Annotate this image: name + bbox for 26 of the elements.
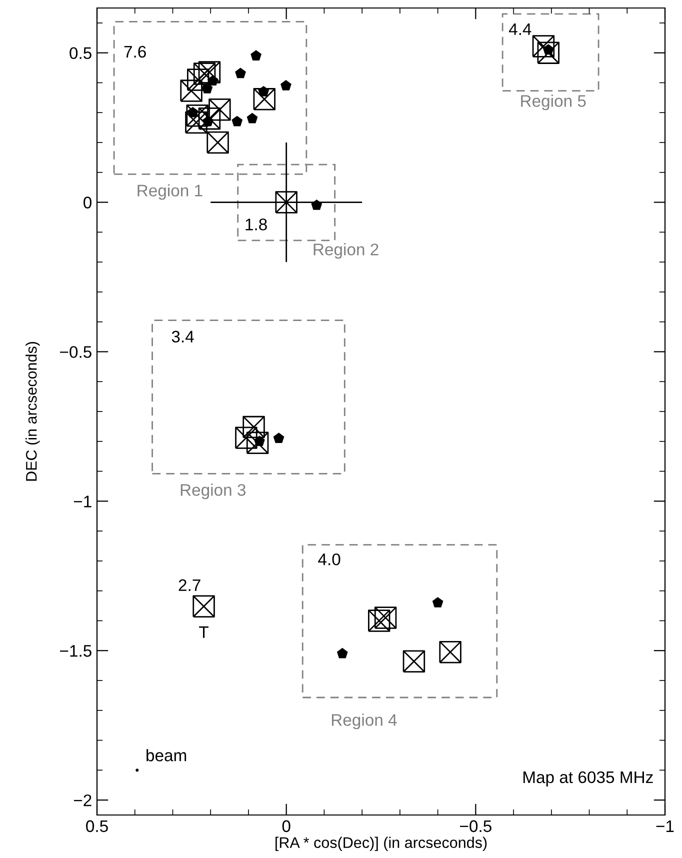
series-label: T xyxy=(199,626,208,638)
annotation: 7.6 xyxy=(124,46,146,58)
annotation: Region 2 xyxy=(314,243,378,259)
annotation: Region 1 xyxy=(138,184,202,200)
y-tick-label: 0.5 xyxy=(70,47,92,60)
y-axis-title: DEC (in arcseconds) xyxy=(26,342,40,481)
x-tick-label: 0 xyxy=(282,820,290,832)
annotation: Region 5 xyxy=(521,94,586,110)
series-label: beam xyxy=(146,749,186,762)
x-tick-label: −1 xyxy=(656,820,674,832)
annotation: 3.4 xyxy=(172,330,194,343)
x-axis-title: [RA * cos(Dec)] (in arcseconds) xyxy=(276,836,487,852)
annotation: Map at 6035 MHz xyxy=(523,771,653,786)
annotation: 4.4 xyxy=(508,23,532,35)
x-tick-label: 0.5 xyxy=(86,820,108,832)
annotation: Region 3 xyxy=(180,484,246,500)
annotation: 4.0 xyxy=(318,553,340,566)
y-tick-label: −0.5 xyxy=(60,346,92,358)
annotation: 1.8 xyxy=(246,218,267,230)
y-tick-label: −1 xyxy=(74,496,92,508)
y-tick-label: 0 xyxy=(84,196,92,208)
x-tick-label: −0.5 xyxy=(460,820,492,832)
y-tick-label: −1.5 xyxy=(60,645,92,657)
annotation: Region 4 xyxy=(332,714,397,730)
y-tick-label: −2 xyxy=(74,794,92,806)
annotation: 2.7 xyxy=(178,579,200,591)
